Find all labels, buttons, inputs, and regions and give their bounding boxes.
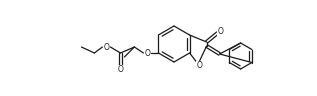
- Text: O: O: [145, 48, 150, 58]
- Text: O: O: [196, 62, 202, 70]
- Text: O: O: [103, 43, 109, 51]
- Text: O: O: [218, 26, 223, 36]
- Text: O: O: [118, 65, 123, 74]
